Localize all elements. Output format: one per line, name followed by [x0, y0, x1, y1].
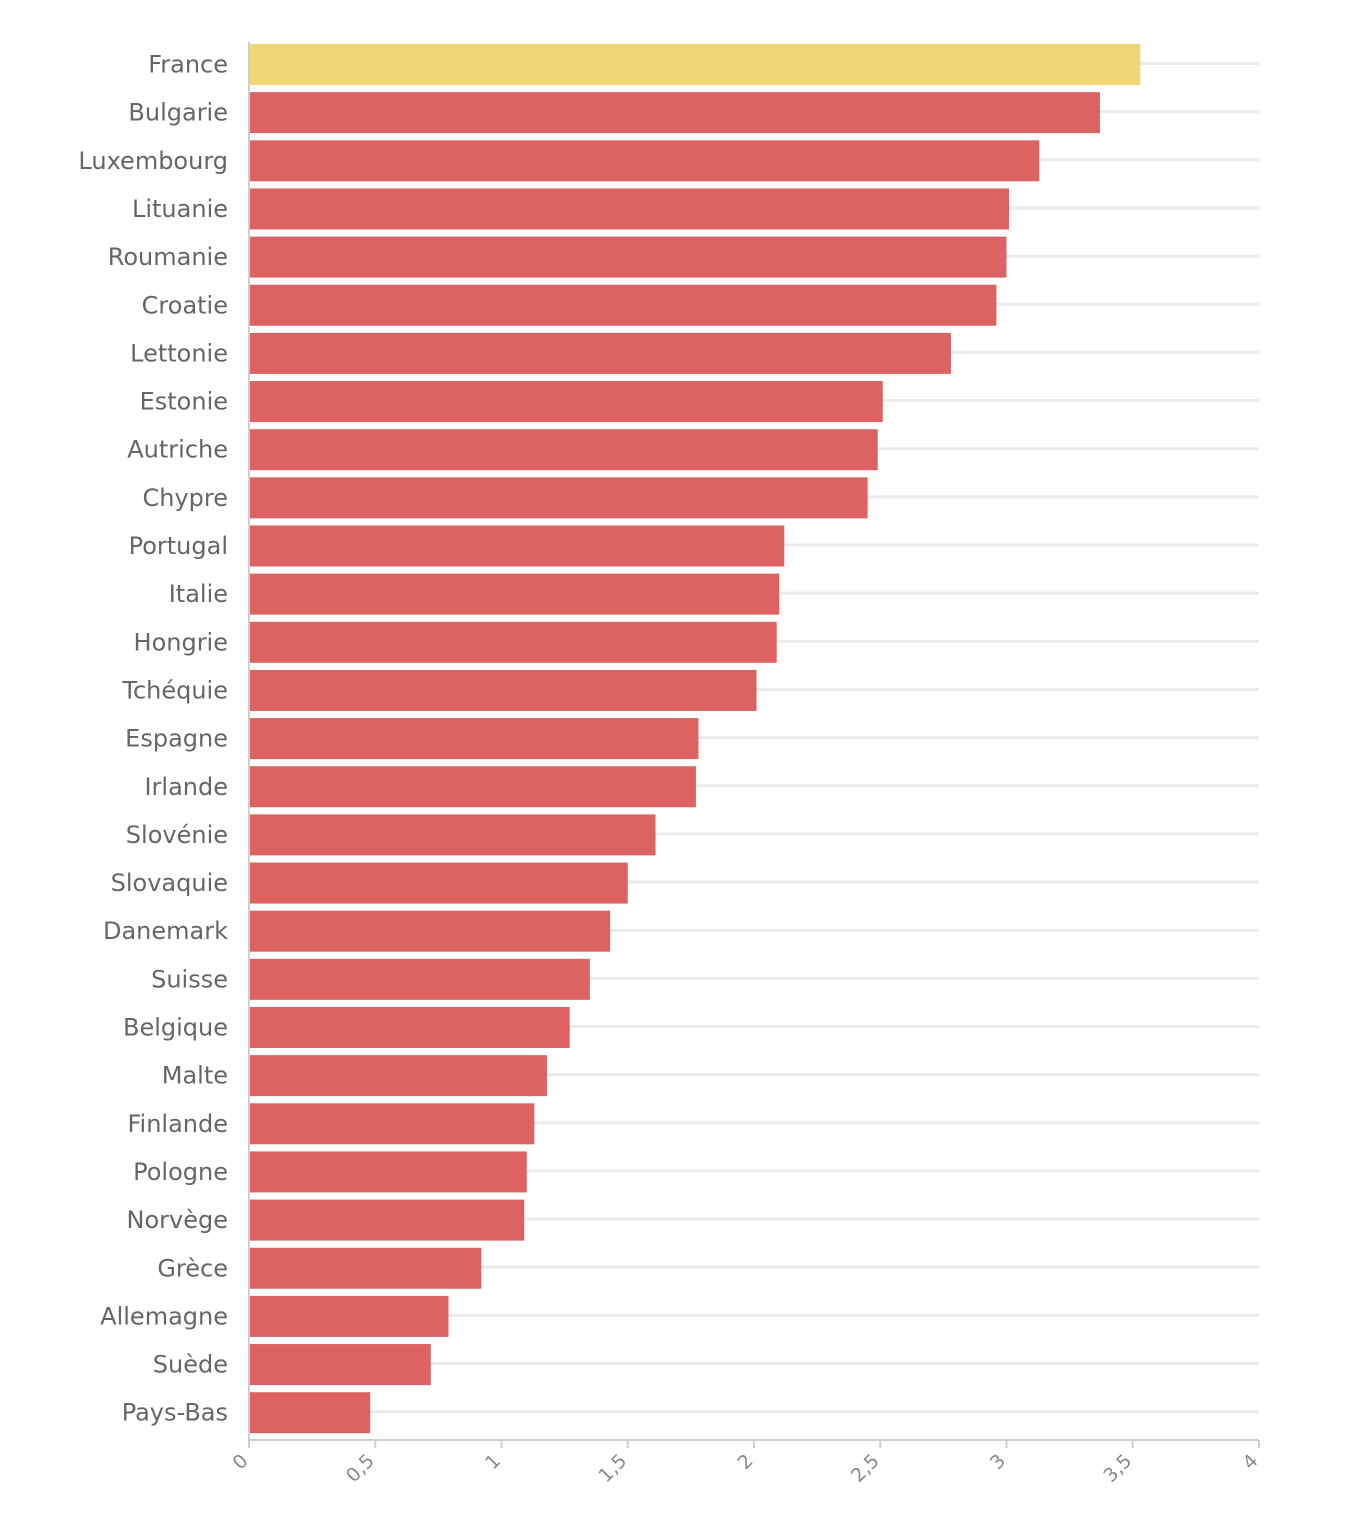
bar-belgique[interactable] [249, 1007, 570, 1048]
bar-irlande[interactable] [249, 766, 696, 808]
bar-su-de[interactable] [249, 1344, 431, 1386]
category-label: Tchéquie [121, 676, 228, 704]
x-tick-label: 0,5 [342, 1450, 379, 1487]
bar-lettonie[interactable] [249, 332, 951, 374]
category-label: Luxembourg [78, 147, 228, 175]
category-label: Roumanie [108, 243, 228, 271]
x-tick-label: 3 [986, 1450, 1010, 1474]
category-label: Bulgarie [128, 99, 228, 127]
bar-pologne[interactable] [249, 1151, 527, 1193]
category-label: Grèce [157, 1254, 228, 1282]
bar-gr-ce[interactable] [249, 1247, 482, 1289]
bar-france[interactable] [249, 44, 1141, 85]
bar-chypre[interactable] [249, 477, 868, 519]
bar-croatie[interactable] [249, 284, 997, 326]
category-label: Norvège [127, 1206, 228, 1234]
category-label: Irlande [144, 773, 228, 801]
bar-pays-bas[interactable] [249, 1392, 371, 1434]
bar-danemark[interactable] [249, 910, 611, 952]
x-tick-label: 0 [228, 1450, 252, 1474]
x-tick-label: 3,5 [1099, 1450, 1136, 1487]
bar-roumanie[interactable] [249, 236, 1007, 278]
x-tick-label: 2 [733, 1450, 757, 1474]
category-label: Suède [153, 1351, 228, 1379]
category-label: Finlande [127, 1110, 228, 1138]
category-labels: France Bulgarie Luxembourg Lituanie Roumanie… [78, 51, 228, 1427]
bar-portugal[interactable] [249, 525, 785, 567]
bar-bulgarie[interactable] [249, 92, 1100, 134]
category-label: Espagne [125, 725, 228, 753]
bar-estonie[interactable] [249, 381, 883, 423]
bar-autriche[interactable] [249, 429, 878, 471]
bar-italie[interactable] [249, 573, 780, 615]
category-label: Lettonie [130, 339, 228, 367]
bar-espagne[interactable] [249, 718, 699, 760]
bar-hongrie[interactable] [249, 621, 777, 663]
category-label: Lituanie [132, 195, 228, 223]
category-label: France [148, 51, 228, 79]
category-label: Chypre [142, 484, 228, 512]
category-label: Pays-Bas [122, 1399, 228, 1427]
bars [249, 44, 1141, 1434]
category-label: Slovaquie [111, 869, 228, 897]
x-tick-label: 1 [481, 1450, 505, 1474]
category-label: Belgique [123, 1014, 228, 1042]
bar-suisse[interactable] [249, 958, 590, 1000]
bar-tch-quie[interactable] [249, 669, 757, 711]
bar-slov-nie[interactable] [249, 814, 656, 856]
x-tick-label: 2,5 [847, 1450, 884, 1487]
bar-norv-ge[interactable] [249, 1199, 525, 1241]
bar-slovaquie[interactable] [249, 862, 628, 904]
category-label: Italie [169, 580, 228, 608]
x-tick-label: 4 [1238, 1450, 1262, 1474]
x-tick-label: 1,5 [594, 1450, 631, 1487]
category-label: Hongrie [134, 628, 228, 656]
category-label: Slovénie [126, 821, 228, 849]
category-label: Estonie [140, 388, 228, 416]
category-label: Suisse [151, 965, 228, 993]
category-label: Allemagne [100, 1302, 228, 1330]
bar-lituanie[interactable] [249, 188, 1010, 230]
category-label: Pologne [133, 1158, 228, 1186]
category-label: Danemark [103, 917, 228, 945]
category-label: Portugal [129, 532, 228, 560]
category-label: Malte [162, 1062, 228, 1090]
category-label: Croatie [142, 291, 228, 319]
bar-allemagne[interactable] [249, 1295, 449, 1337]
category-label: Autriche [127, 436, 228, 464]
bar-finlande[interactable] [249, 1103, 535, 1145]
bar-malte[interactable] [249, 1055, 547, 1097]
bar-luxembourg[interactable] [249, 140, 1040, 182]
